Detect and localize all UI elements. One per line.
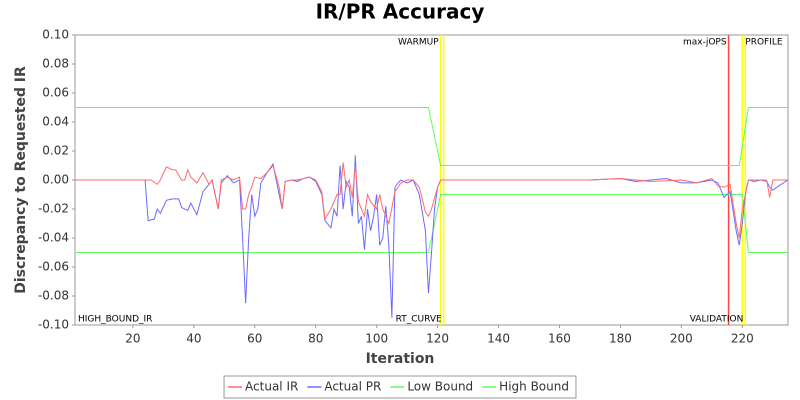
y-tick-label: 0.10 [42, 28, 69, 42]
legend-label: Low Bound [407, 380, 473, 394]
series-line [75, 162, 788, 239]
legend-label: Actual IR [245, 380, 298, 394]
x-tick-label: 80 [308, 332, 323, 346]
x-tick-label: 100 [365, 332, 388, 346]
legend-box [223, 375, 577, 399]
y-tick-label: 0.02 [42, 144, 69, 158]
series-line [75, 194, 788, 253]
x-tick-label: 20 [125, 332, 140, 346]
y-tick-label: -0.06 [38, 260, 69, 274]
marker-label: max-jOPS [683, 38, 727, 48]
chart-title: IR/PR Accuracy [316, 0, 485, 24]
y-tick-label: 0.04 [42, 115, 69, 129]
x-tick-label: 120 [426, 332, 449, 346]
series-line [75, 107, 788, 166]
x-tick-label: 140 [487, 332, 510, 346]
marker-label: HIGH_BOUND_IR [78, 315, 152, 325]
y-tick-label: 0.08 [42, 57, 69, 71]
marker-label: WARMUP [398, 38, 439, 48]
x-tick-label: 220 [731, 332, 754, 346]
y-tick-label: -0.08 [38, 289, 69, 303]
x-tick-label: 180 [609, 332, 632, 346]
y-tick-label: 0.00 [42, 173, 69, 187]
y-tick-label: -0.10 [38, 318, 69, 332]
y-tick-label: -0.04 [38, 231, 69, 245]
y-axis-label: Discrepancy to Requested IR [13, 66, 29, 294]
marker-label: VALIDATION [690, 315, 744, 325]
x-axis-label: Iteration [366, 351, 435, 367]
legend-label: Actual PR [324, 380, 381, 394]
y-tick-label: 0.06 [42, 86, 69, 100]
x-tick-label: 60 [247, 332, 262, 346]
x-tick-label: 40 [186, 332, 201, 346]
marker-label: RT_CURVE [396, 315, 442, 325]
marker-label: PROFILE [745, 38, 783, 48]
x-tick-label: 200 [670, 332, 693, 346]
y-tick-label: -0.02 [38, 202, 69, 216]
legend-label: High Bound [499, 380, 569, 394]
x-tick-label: 160 [548, 332, 571, 346]
